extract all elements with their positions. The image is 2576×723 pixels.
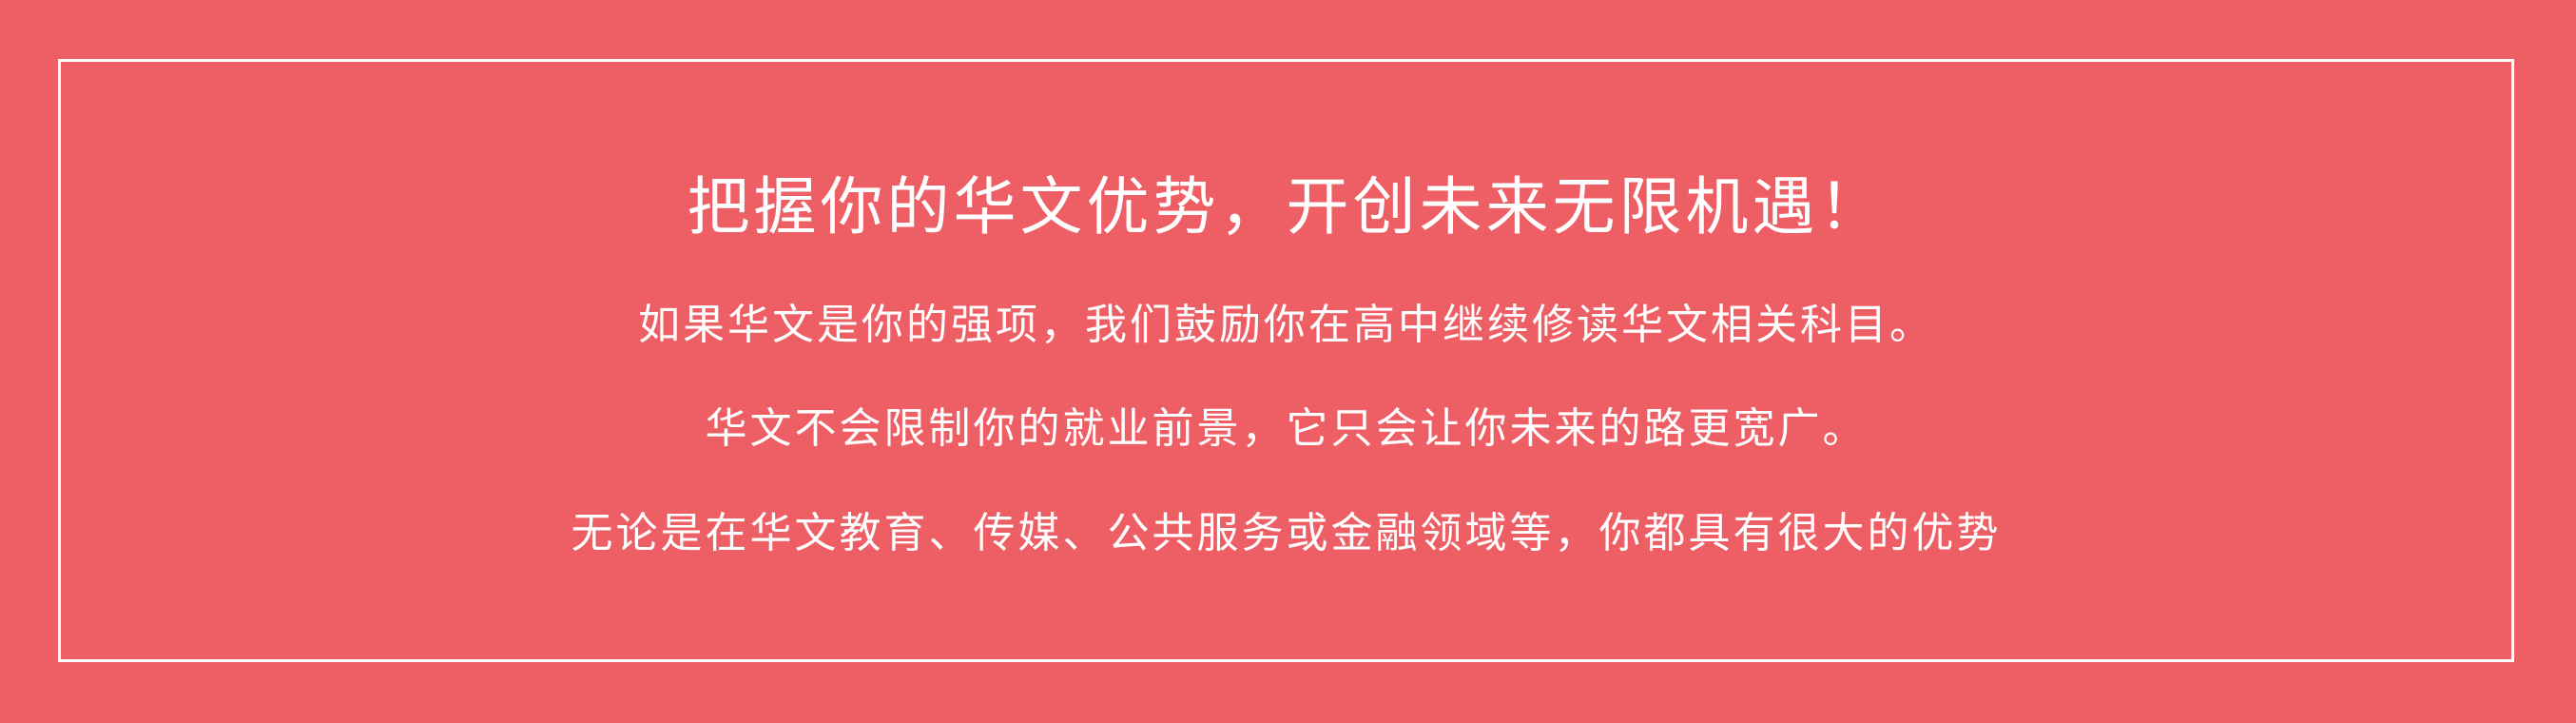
banner-headline: 把握你的华文优势，开创未来无限机遇！ [61, 165, 2511, 250]
banner-paragraph-3: 无论是在华文教育、传媒、公共服务或金融领域等，你都具有很大的优势 [61, 505, 2511, 562]
banner-paragraph-1: 如果华文是你的强项，我们鼓励你在高中继续修读华文相关科目。 [61, 297, 2511, 354]
banner-frame: 把握你的华文优势，开创未来无限机遇！ 如果华文是你的强项，我们鼓励你在高中继续修… [58, 59, 2514, 662]
banner-paragraph-2: 华文不会限制你的就业前景，它只会让你未来的路更宽广。 [61, 401, 2511, 458]
banner-content: 把握你的华文优势，开创未来无限机遇！ 如果华文是你的强项，我们鼓励你在高中继续修… [61, 62, 2511, 659]
